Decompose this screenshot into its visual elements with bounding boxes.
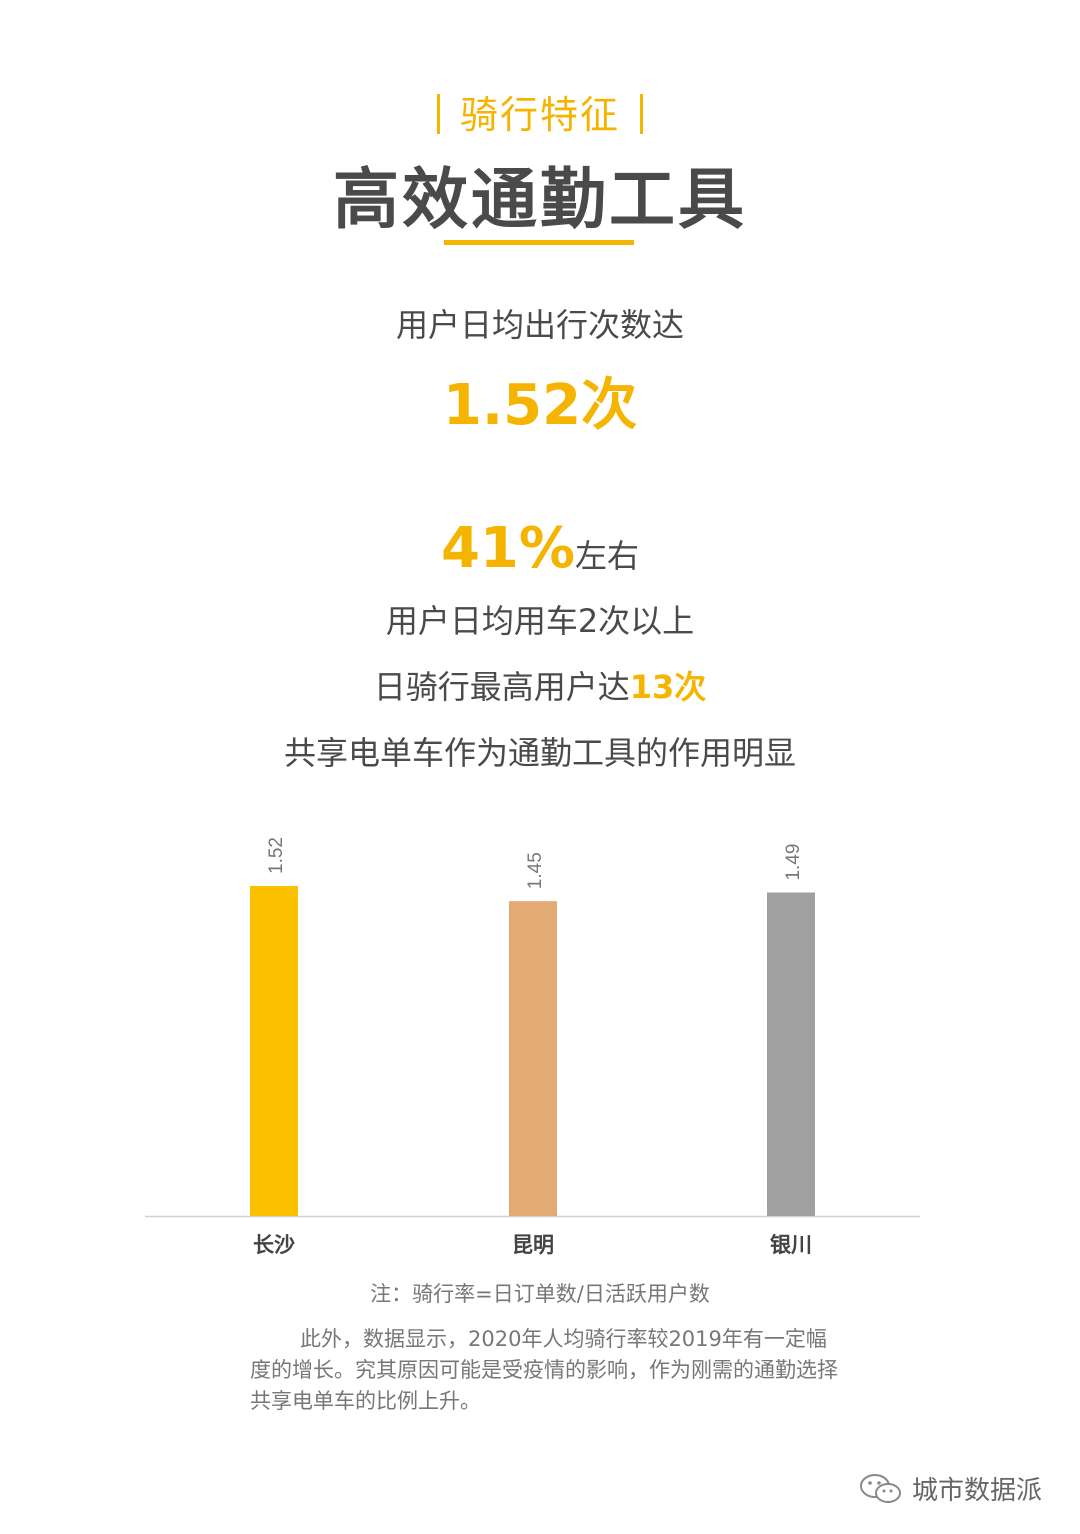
bar-2: [767, 892, 815, 1216]
bar-1: [509, 901, 557, 1216]
stat2-line2-prefix: 日骑行最高用户达: [373, 668, 630, 706]
stat2-headline: 41%左右: [0, 516, 1080, 581]
wechat-icon: [860, 1473, 901, 1503]
stat1-value: 1.52次: [442, 373, 638, 438]
bar-value-label: 1.45: [525, 852, 546, 889]
chart-note: 注：骑行率=日订单数/日活跃用户数: [370, 1282, 710, 1306]
title-underline: [444, 240, 634, 245]
section-tag: 骑行特征: [0, 84, 1080, 139]
stat2-line3: 共享电单车作为通勤工具的作用明显: [283, 734, 796, 772]
bar-chart: 1.52 长沙 1.45 昆明 1.49 银川: [145, 837, 920, 1257]
tag-bar-left: [436, 93, 440, 134]
bar-value-label: 1.49: [783, 844, 804, 881]
stat2-line2-value: 13次: [629, 668, 707, 706]
category-label: 长沙: [253, 1233, 295, 1257]
category-label: 银川: [770, 1233, 812, 1257]
stat2-value: 41%: [440, 516, 576, 581]
page-title: 高效通勤工具: [333, 161, 747, 238]
stat2-line1: 用户日均用车2次以上: [385, 602, 695, 640]
watermark: 城市数据派: [858, 1470, 1042, 1507]
watermark-text: 城市数据派: [912, 1476, 1043, 1506]
section-tag-text: 骑行特征: [459, 93, 620, 137]
category-label: 昆明: [512, 1233, 554, 1257]
stat2-line2: 日骑行最高用户达13次: [0, 662, 1080, 708]
bar-value-label: 1.52: [266, 837, 287, 874]
stat2-suffix: 左右: [575, 537, 640, 575]
bar-0: [250, 886, 298, 1216]
tag-bar-right: [640, 93, 643, 134]
body-paragraph: 此外，数据显示，2020年人均骑行率较2019年有一定幅度的增长。究其原因可能是…: [250, 1327, 838, 1413]
stat1-label: 用户日均出行次数达: [395, 306, 684, 344]
